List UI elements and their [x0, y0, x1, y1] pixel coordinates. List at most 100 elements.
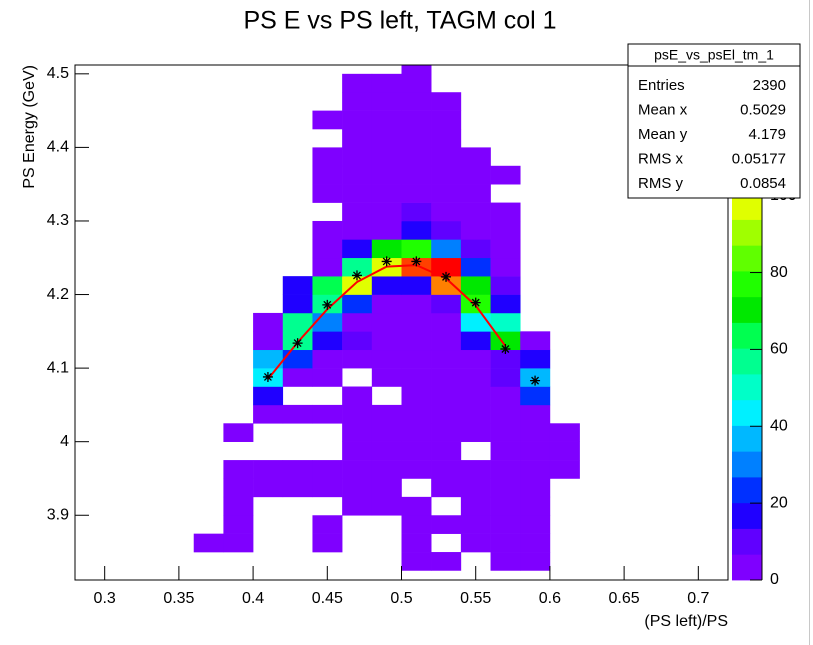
heatmap-cell — [431, 478, 462, 498]
heatmap-cell — [401, 165, 432, 185]
stats-label: Mean y — [638, 126, 688, 143]
palette-band — [732, 219, 762, 246]
heatmap-cell — [431, 331, 462, 351]
heatmap-cell — [431, 404, 462, 424]
marker — [500, 343, 511, 354]
y-tick-label: 4.4 — [47, 139, 69, 156]
y-tick-label: 4.3 — [47, 212, 69, 229]
heatmap-cell — [342, 478, 373, 498]
x-tick-label: 0.7 — [687, 590, 709, 607]
stats-label: RMS y — [638, 175, 684, 192]
heatmap-cell — [401, 202, 432, 222]
heatmap-cell — [520, 423, 551, 442]
palette-band — [732, 554, 762, 581]
heatmap-cell — [460, 496, 491, 516]
heatmap-cell — [520, 515, 551, 534]
palette-band — [732, 528, 762, 555]
heatmap-cell — [342, 202, 373, 222]
heatmap-cell — [401, 65, 432, 75]
heatmap-cell — [431, 386, 462, 406]
x-tick-label: 0.35 — [163, 590, 194, 607]
heatmap-cell — [460, 147, 491, 167]
heatmap-cell — [460, 515, 491, 534]
palette-band — [732, 271, 762, 298]
heatmap-cell — [342, 92, 373, 111]
palette-band — [732, 477, 762, 504]
heatmap-cell — [490, 368, 521, 387]
x-tick-label: 0.65 — [609, 590, 640, 607]
heatmap-cell — [371, 129, 402, 148]
heatmap-cell — [401, 368, 432, 387]
heatmap-cell — [401, 220, 432, 240]
heatmap-cell — [312, 184, 343, 203]
heatmap-cell — [431, 368, 462, 387]
heatmap-cell — [490, 441, 521, 461]
heatmap-cell — [371, 184, 402, 203]
heatmap-cell — [312, 460, 343, 479]
heatmap-cell — [401, 239, 432, 259]
heatmap-cell — [460, 386, 491, 406]
heatmap-cell — [253, 478, 284, 498]
heatmap-cell — [549, 460, 580, 479]
heatmap-cell — [460, 331, 491, 351]
heatmap-cell — [431, 165, 462, 185]
marker — [441, 271, 452, 282]
heatmap-cell — [490, 220, 521, 240]
heatmap-cell — [312, 533, 343, 553]
heatmap-cell — [490, 423, 521, 442]
heatmap-cell — [490, 533, 521, 553]
heatmap-cell — [431, 552, 462, 571]
heatmap-cell — [342, 423, 373, 442]
heatmap-cell — [312, 478, 343, 498]
heatmap-cell — [431, 239, 462, 259]
heatmap-cell — [282, 404, 313, 424]
heatmap-cell — [253, 386, 284, 406]
heatmap-cell — [401, 515, 432, 534]
heatmap-cell — [490, 294, 521, 314]
stats-title: psE_vs_psEl_tm_1 — [654, 47, 774, 63]
stats-box — [627, 43, 801, 199]
heatmap-cell — [520, 441, 551, 461]
heatmap-cell — [371, 368, 402, 387]
heatmap-cell — [401, 552, 432, 571]
heatmap-cell — [431, 257, 462, 277]
marker — [530, 375, 541, 386]
z-tick-label: 20 — [770, 494, 788, 511]
heatmap-cell — [282, 478, 313, 498]
heatmap-cell — [371, 202, 402, 222]
heatmap-cell — [520, 552, 551, 571]
heatmap-cell — [282, 294, 313, 314]
heatmap-cell — [371, 460, 402, 479]
heatmap-cell — [490, 460, 521, 479]
heatmap-cell — [520, 404, 551, 424]
heatmap-cell — [431, 184, 462, 203]
heatmap-cell — [401, 184, 432, 203]
x-axis-label: (PS left)/PS — [644, 613, 728, 630]
heatmap-cell — [460, 368, 491, 387]
marker — [381, 256, 392, 267]
palette-band — [732, 374, 762, 401]
heatmap-cell — [401, 533, 432, 553]
heatmap-cell — [490, 239, 521, 259]
heatmap-cell — [431, 202, 462, 222]
heatmap-cell — [490, 552, 521, 571]
heatmap-cell — [520, 460, 551, 479]
heatmap-cell — [342, 184, 373, 203]
heatmap-cell — [312, 110, 343, 130]
heatmap-cell — [490, 276, 521, 295]
heatmap-cell — [401, 257, 432, 277]
heatmap-cell — [312, 147, 343, 167]
heatmap-cell — [342, 165, 373, 185]
heatmap-cell — [223, 423, 254, 442]
palette-band — [732, 348, 762, 375]
heatmap-cell — [520, 386, 551, 406]
heatmap-cell — [460, 257, 491, 277]
heatmap-cell — [342, 257, 373, 277]
heatmap-cell — [371, 478, 402, 498]
heatmap-cell — [520, 478, 551, 498]
heatmap-cell — [371, 349, 402, 369]
palette-band — [732, 502, 762, 529]
heatmap-cell — [223, 533, 254, 553]
heatmap-cell — [401, 423, 432, 442]
heatmap-cell — [431, 460, 462, 479]
